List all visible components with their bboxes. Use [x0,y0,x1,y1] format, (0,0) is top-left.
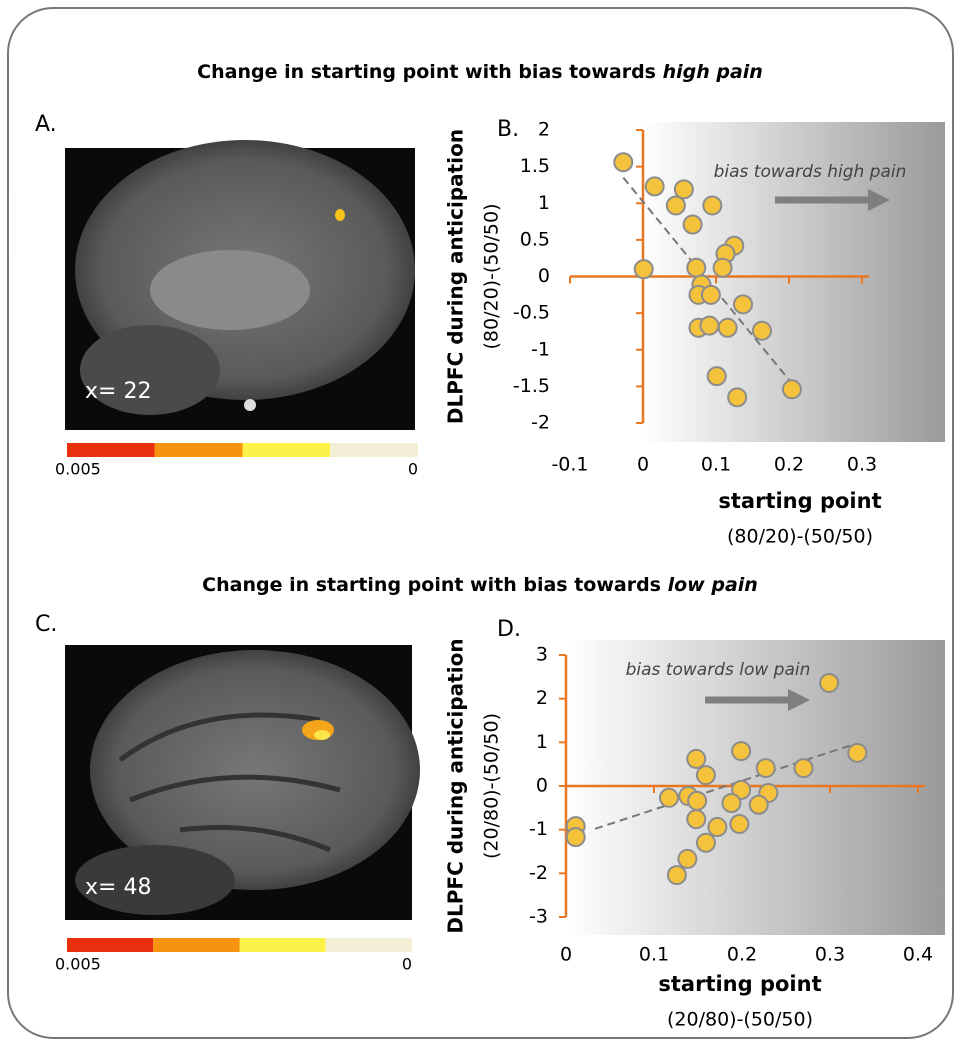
x-tick-label: 0.3 [815,944,845,966]
data-point [795,759,813,777]
y-tick-label: -1 [531,338,550,360]
y-tick-label: -1.5 [513,375,550,397]
y-tick-label: -0.5 [513,302,550,324]
data-point [753,322,771,340]
y-tick-label: 1 [538,192,550,214]
data-point [730,815,748,833]
data-point [708,818,726,836]
panel-label: C. [35,612,57,637]
x-tick-label: 0.2 [774,454,804,476]
data-point [734,295,752,313]
x-tick-label: 0.2 [727,944,757,966]
data-point [678,850,696,868]
title-text: Change in starting point with bias towar… [202,574,667,596]
colorbar-segment [155,443,243,457]
colorbar-label: 0 [408,460,418,479]
colorbar-label: 0.005 [55,955,101,974]
x-tick-label: -0.1 [551,454,588,476]
panel-label: B. [497,117,519,142]
y-axis-label: DLPFC during anticipation [444,638,468,933]
section-title: Change in starting point with bias towar… [202,574,758,596]
data-point [660,789,678,807]
x-axis-sublabel: (80/20)-(50/50) [727,526,873,548]
data-point [708,367,726,385]
y-tick-label: 3 [536,644,548,666]
slice-label: x= 48 [85,875,151,900]
data-point [567,828,585,846]
colorbar-label: 0 [402,955,412,974]
data-point [757,759,775,777]
data-point [635,260,653,278]
data-point [703,196,721,214]
annotation: bias towards high pain [714,162,907,182]
y-tick-label: -3 [529,906,548,928]
colorbar-segment [326,938,412,952]
x-tick-label: 0.1 [701,454,731,476]
y-tick-label: -2 [531,412,550,434]
data-point [820,674,838,692]
colorbar-segment [67,443,155,457]
colorbar-segment [153,938,239,952]
x-tick-label: 0.1 [639,944,669,966]
plot-background [566,640,945,935]
x-tick-label: 0 [560,944,572,966]
data-point [702,286,720,304]
annotation: bias towards low pain [626,660,811,680]
data-point [750,796,768,814]
data-point [848,744,866,762]
y-tick-label: 2 [538,119,550,141]
x-axis-label: starting point [658,972,821,996]
section-title: Change in starting point with bias towar… [197,61,763,83]
panel-label: D. [497,617,521,642]
y-tick-label: 1.5 [520,155,550,177]
colorbar-segment [240,938,326,952]
y-tick-label: 0.5 [520,228,550,250]
y-tick-label: 0 [536,775,548,797]
data-point [646,177,664,195]
figure: Change in starting point with bias towar… [0,0,961,1043]
y-tick-label: 2 [536,687,548,709]
colorbar-label: 0.005 [55,460,101,479]
y-axis-label: DLPFC during anticipation [444,129,468,424]
panel-label: A. [35,112,57,137]
data-point [719,319,737,337]
data-point [687,750,705,768]
data-point [687,259,705,277]
y-tick-label: 0 [538,265,550,287]
x-axis-sublabel: (20/80)-(50/50) [667,1009,813,1031]
colorbar-segment [243,443,331,457]
y-axis-sublabel: (80/20)-(50/50) [481,203,503,349]
data-point [700,317,718,335]
y-tick-label: 1 [536,731,548,753]
data-point [728,388,746,406]
colorbar-segment [330,443,418,457]
data-point [687,810,705,828]
colorbar-segment [67,938,153,952]
x-tick-label: 0.3 [847,454,877,476]
y-tick-label: -1 [529,818,548,840]
title-emphasis: low pain [668,574,758,596]
y-axis-sublabel: (20/80)-(50/50) [481,713,503,859]
y-tick-label: -2 [529,862,548,884]
data-point [783,380,801,398]
x-axis-label: starting point [718,489,881,513]
data-point [667,196,685,214]
data-point [732,742,750,760]
title-text: Change in starting point with bias towar… [197,61,662,83]
data-point [714,259,732,277]
x-tick-label: 0.4 [903,944,933,966]
data-point [684,215,702,233]
data-point [722,794,740,812]
data-point [614,153,632,171]
data-point [697,766,715,784]
page: Change in starting point with bias towar… [0,0,961,1047]
slice-label: x= 22 [85,379,151,404]
title-emphasis: high pain [663,61,763,83]
x-tick-label: 0 [637,454,649,476]
data-point [697,834,715,852]
data-point [668,866,686,884]
data-point [688,792,706,810]
